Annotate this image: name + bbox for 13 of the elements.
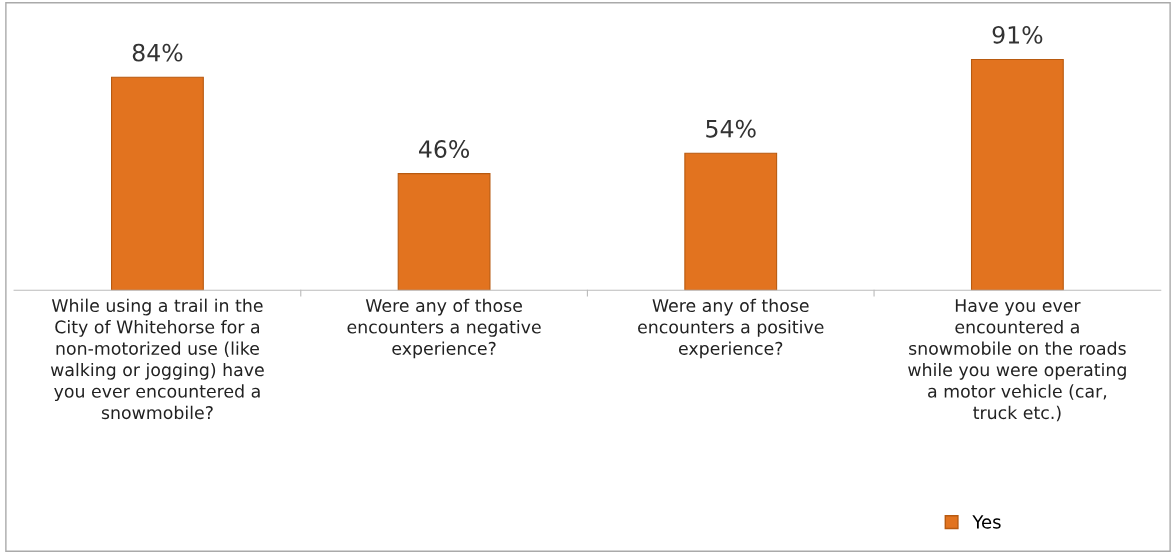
x-tick-label: Were any of those encounters a negative experience? <box>347 298 541 359</box>
x-tick-label: Were any of those encounters a positive experience? <box>638 298 824 359</box>
bar <box>111 76 204 291</box>
legend-label: Yes <box>972 515 1001 529</box>
x-tick-label: Have you ever encountered a snowmobile on the roads while you were operating a motor vehicle (car, truck etc.) <box>908 299 1126 422</box>
data-label: 46% <box>419 140 470 158</box>
data-label: 54% <box>706 119 756 138</box>
x-tick-label: While using a trail in the City of Whitehorse for a non-motorized use (like walking or jogging) have you ever encountered a snowmobile? <box>50 298 264 420</box>
bar <box>970 58 1064 291</box>
data-label: 91% <box>992 25 1043 44</box>
data-label: 84% <box>132 43 183 62</box>
bar <box>684 152 778 291</box>
bar <box>397 173 491 291</box>
